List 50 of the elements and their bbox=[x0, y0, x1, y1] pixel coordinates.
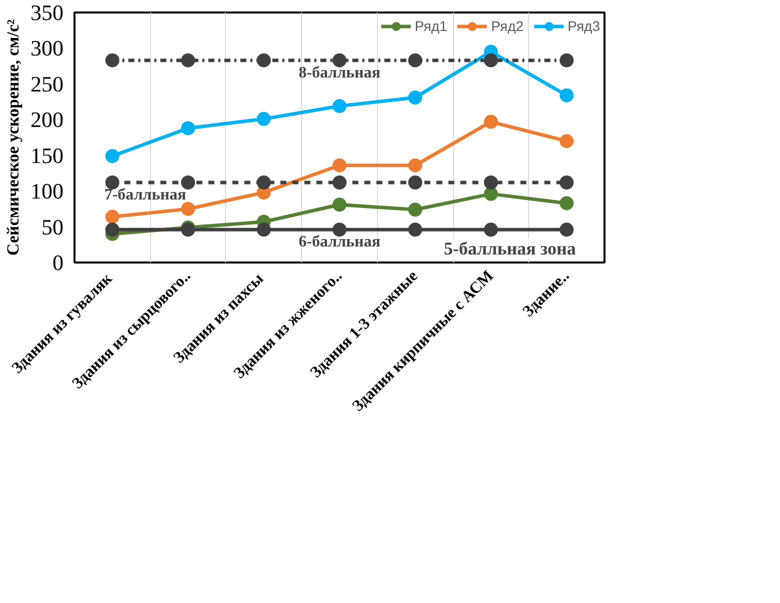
point bbox=[560, 176, 574, 190]
point bbox=[560, 53, 574, 68]
y-tick-label: 250 bbox=[30, 71, 64, 96]
point bbox=[256, 176, 271, 190]
point bbox=[484, 222, 498, 237]
point bbox=[181, 121, 196, 136]
point bbox=[408, 222, 422, 237]
point bbox=[408, 53, 422, 68]
point bbox=[256, 222, 271, 237]
point bbox=[484, 186, 498, 201]
annotation: 8-балльная bbox=[298, 64, 381, 82]
point bbox=[560, 88, 574, 102]
point bbox=[560, 134, 574, 148]
y-tick-label: 350 bbox=[30, 0, 64, 25]
y-tick-label: 0 bbox=[52, 250, 64, 275]
point bbox=[408, 176, 422, 190]
point bbox=[484, 114, 498, 129]
legend-label: Ряд2 bbox=[491, 18, 524, 34]
point bbox=[560, 222, 574, 237]
point bbox=[332, 99, 346, 114]
legend-label: Ряд1 bbox=[414, 18, 448, 34]
annotation: 7-балльная bbox=[104, 186, 186, 204]
y-tick-label: 300 bbox=[30, 36, 64, 61]
y-tick-label: 150 bbox=[30, 142, 64, 168]
point bbox=[181, 222, 196, 237]
y-axis-title: Сейсмическое ускорение, см/с² bbox=[4, 19, 22, 256]
point bbox=[484, 53, 498, 68]
legend-label: Ряд3 bbox=[568, 18, 600, 34]
y-tick-label: 100 bbox=[30, 178, 64, 204]
annotation: 6-балльная bbox=[298, 234, 381, 251]
point bbox=[408, 158, 422, 172]
point bbox=[181, 176, 196, 190]
annotation: 5-балльная зона bbox=[444, 238, 576, 258]
point bbox=[181, 202, 196, 216]
point bbox=[408, 90, 422, 104]
point bbox=[105, 222, 120, 237]
point bbox=[256, 112, 271, 126]
point bbox=[484, 176, 498, 190]
point bbox=[181, 53, 196, 68]
point bbox=[408, 202, 422, 217]
point bbox=[332, 176, 346, 190]
point bbox=[105, 210, 120, 224]
point bbox=[105, 149, 120, 164]
y-tick-label: 50 bbox=[42, 214, 64, 240]
point bbox=[256, 53, 271, 68]
y-tick-label: 200 bbox=[30, 107, 64, 132]
point bbox=[560, 196, 574, 210]
point bbox=[105, 53, 120, 68]
point bbox=[332, 198, 346, 212]
point bbox=[332, 158, 346, 172]
